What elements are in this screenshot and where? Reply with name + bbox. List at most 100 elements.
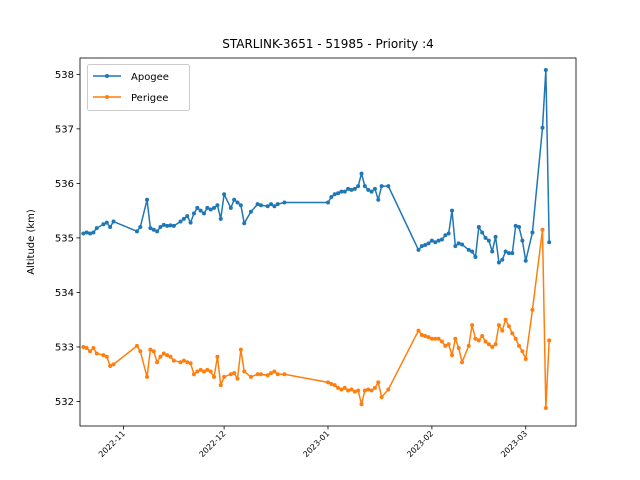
perigee-data-point	[222, 374, 227, 379]
apogee-data-point	[356, 184, 361, 189]
perigee-data-point	[336, 385, 341, 390]
perigee-data-point	[208, 369, 213, 374]
perigee-data-point	[480, 334, 485, 339]
apogee-data-point	[530, 230, 535, 235]
apogee-data-point	[513, 223, 518, 228]
apogee-data-point	[446, 231, 451, 236]
apogee-data-point	[336, 191, 341, 196]
perigee-data-point	[108, 364, 113, 369]
perigee-data-point	[185, 360, 190, 365]
apogee-data-point	[248, 209, 253, 214]
perigee-data-point	[369, 388, 374, 393]
perigee-data-point	[483, 339, 488, 344]
perigee-data-point	[282, 372, 287, 377]
apogee-data-point	[386, 184, 391, 189]
perigee-data-point	[356, 388, 361, 393]
perigee-data-point	[376, 380, 381, 385]
apogee-data-point	[493, 234, 498, 239]
apogee-data-point	[429, 238, 434, 243]
perigee-data-point	[493, 342, 498, 347]
perigee-data-point	[81, 344, 86, 349]
perigee-data-point	[195, 369, 200, 374]
apogee-data-point	[232, 197, 237, 202]
perigee-data-point	[191, 372, 196, 377]
perigee-data-point	[232, 371, 237, 376]
perigee-data-point	[134, 343, 139, 348]
apogee-data-point	[138, 225, 143, 230]
perigee-data-point	[248, 374, 253, 379]
apogee-data-point	[165, 223, 170, 228]
apogee-data-point	[191, 211, 196, 216]
perigee-data-point	[456, 346, 461, 351]
y-tick-label: 538	[55, 70, 74, 81]
perigee-data-point	[540, 227, 545, 232]
apogee-data-point	[503, 249, 508, 254]
perigee-data-point	[94, 351, 99, 356]
apogee-data-point	[500, 257, 505, 262]
apogee-data-point	[439, 237, 444, 242]
perigee-data-point	[104, 354, 109, 359]
legend-label-apogee: Apogee	[131, 72, 169, 83]
apogee-data-point	[255, 202, 260, 207]
apogee-data-point	[379, 184, 384, 189]
apogee-data-point	[483, 235, 488, 240]
perigee-data-point	[510, 331, 515, 336]
apogee-data-point	[148, 226, 153, 231]
apogee-data-point	[84, 230, 89, 235]
apogee-data-point	[235, 200, 240, 205]
apogee-data-point	[453, 244, 458, 249]
perigee-data-point	[446, 342, 451, 347]
apogee-data-point	[111, 219, 116, 224]
perigee-data-point	[362, 388, 367, 393]
legend-marker-apogee	[105, 74, 109, 78]
apogee-data-point	[433, 240, 438, 245]
perigee-data-point	[372, 385, 377, 390]
apogee-data-point	[104, 220, 109, 225]
apogee-data-point	[195, 205, 200, 210]
perigee-data-point	[490, 344, 495, 349]
legend: Apogee Perigee	[87, 64, 190, 111]
apogee-data-point	[523, 258, 528, 263]
apogee-data-point	[332, 192, 337, 197]
y-tick-label: 532	[55, 397, 74, 408]
apogee-data-point	[346, 186, 351, 191]
perigee-data-point	[145, 374, 150, 379]
perigee-data-point	[433, 336, 438, 341]
perigee-data-point	[386, 387, 391, 392]
y-tick-label: 534	[55, 288, 74, 299]
perigee-data-point	[326, 380, 330, 385]
apogee-data-point	[282, 200, 287, 205]
apogee-data-point	[275, 202, 280, 207]
apogee-data-point	[540, 125, 545, 130]
perigee-data-point	[429, 336, 434, 341]
apogee-data-point	[450, 208, 454, 213]
apogee-data-point	[108, 225, 113, 230]
perigee-data-point	[530, 307, 535, 312]
apogee-data-point	[145, 197, 150, 202]
perigee-data-point	[188, 361, 193, 366]
apogee-data-point	[238, 203, 243, 208]
perigee-data-point	[460, 360, 465, 365]
perigee-data-point	[138, 349, 143, 354]
perigee-data-point	[352, 389, 357, 394]
apogee-data-point	[486, 238, 491, 243]
perigee-data-point	[205, 367, 210, 372]
apogee-data-point	[269, 202, 274, 207]
apogee-data-point	[366, 187, 371, 192]
apogee-data-point	[168, 223, 173, 228]
perigee-data-point	[151, 349, 156, 354]
apogee-data-point	[185, 214, 190, 219]
apogee-data-point	[443, 233, 448, 238]
perigee-data-point	[212, 374, 217, 379]
apogee-data-point	[506, 251, 511, 256]
apogee-data-point	[94, 226, 99, 231]
y-axis-label: Altitude (km)	[26, 209, 37, 275]
apogee-data-point	[466, 247, 471, 252]
apogee-data-point	[416, 247, 421, 252]
perigee-data-point	[329, 382, 334, 387]
perigee-data-point	[269, 371, 274, 376]
y-tick-label: 536	[55, 179, 74, 190]
perigee-data-point	[84, 346, 89, 351]
apogee-data-point	[329, 195, 334, 200]
